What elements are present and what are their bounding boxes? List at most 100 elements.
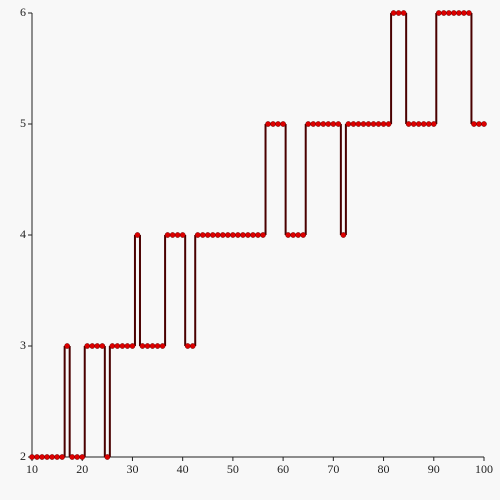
point xyxy=(209,232,216,238)
point xyxy=(350,121,357,127)
point xyxy=(169,232,176,238)
x-tick-label: 100 xyxy=(475,462,493,476)
point xyxy=(405,121,412,127)
point xyxy=(64,343,70,349)
x-tick-label: 40 xyxy=(177,462,189,476)
y-tick-label: 5 xyxy=(20,116,26,130)
x-tick-label: 60 xyxy=(277,462,289,476)
point xyxy=(199,232,206,238)
y-tick-label: 2 xyxy=(20,449,26,463)
point xyxy=(215,232,221,238)
point xyxy=(179,232,186,238)
point xyxy=(320,121,327,127)
point xyxy=(285,232,291,238)
point xyxy=(446,10,452,16)
point xyxy=(189,343,196,349)
point xyxy=(84,343,91,349)
point xyxy=(435,10,442,16)
x-tick-label: 70 xyxy=(327,462,339,476)
point xyxy=(370,121,377,127)
x-tick-label: 80 xyxy=(378,462,390,476)
point xyxy=(315,121,322,127)
point xyxy=(99,343,106,349)
point xyxy=(430,121,437,127)
point xyxy=(330,121,337,127)
point xyxy=(34,454,40,460)
point xyxy=(49,454,55,460)
point xyxy=(154,343,161,349)
point xyxy=(134,232,141,238)
point xyxy=(380,121,387,127)
point xyxy=(345,121,352,127)
point xyxy=(89,343,96,349)
point xyxy=(194,232,201,238)
point xyxy=(245,232,251,238)
point xyxy=(410,121,417,127)
point xyxy=(305,121,312,127)
point xyxy=(225,232,231,238)
point xyxy=(481,121,487,127)
point xyxy=(114,343,121,349)
point xyxy=(44,454,50,460)
point xyxy=(79,454,86,460)
point xyxy=(461,10,467,16)
point xyxy=(355,121,362,127)
point xyxy=(240,232,246,238)
point xyxy=(159,343,166,349)
point xyxy=(310,121,317,127)
point xyxy=(395,10,402,16)
point xyxy=(340,232,347,238)
point xyxy=(300,232,307,238)
x-tick-label: 10 xyxy=(26,462,38,476)
point xyxy=(476,121,482,127)
point xyxy=(425,121,432,127)
point xyxy=(149,343,156,349)
point xyxy=(69,454,75,460)
point xyxy=(295,232,301,238)
point xyxy=(325,121,332,127)
point xyxy=(335,121,342,127)
point xyxy=(360,121,367,127)
x-tick-label: 20 xyxy=(76,462,88,476)
point xyxy=(466,10,472,16)
point xyxy=(164,232,171,238)
point xyxy=(204,232,211,238)
x-tick-label: 50 xyxy=(227,462,239,476)
point xyxy=(250,232,256,238)
point xyxy=(235,232,241,238)
y-tick-label: 6 xyxy=(20,5,26,19)
point xyxy=(290,232,296,238)
point xyxy=(471,121,477,127)
point xyxy=(456,10,462,16)
point xyxy=(104,454,111,460)
x-tick-label: 90 xyxy=(428,462,440,476)
point xyxy=(94,343,101,349)
point xyxy=(184,343,191,349)
point xyxy=(124,343,131,349)
point xyxy=(129,343,136,349)
point xyxy=(441,10,447,16)
point xyxy=(39,454,45,460)
point xyxy=(119,343,126,349)
point xyxy=(451,10,457,16)
y-tick-label: 3 xyxy=(20,338,26,352)
point xyxy=(174,232,181,238)
point xyxy=(54,454,60,460)
point xyxy=(260,232,266,238)
x-tick-label: 30 xyxy=(126,462,138,476)
point xyxy=(220,232,226,238)
point xyxy=(385,121,392,127)
point xyxy=(139,343,146,349)
point xyxy=(74,454,80,460)
point xyxy=(420,121,427,127)
point xyxy=(265,121,271,127)
point xyxy=(230,232,236,238)
point xyxy=(365,121,372,127)
point xyxy=(29,454,35,460)
point xyxy=(280,121,286,127)
point xyxy=(270,121,276,127)
point xyxy=(144,343,151,349)
point xyxy=(400,10,407,16)
point xyxy=(255,232,261,238)
